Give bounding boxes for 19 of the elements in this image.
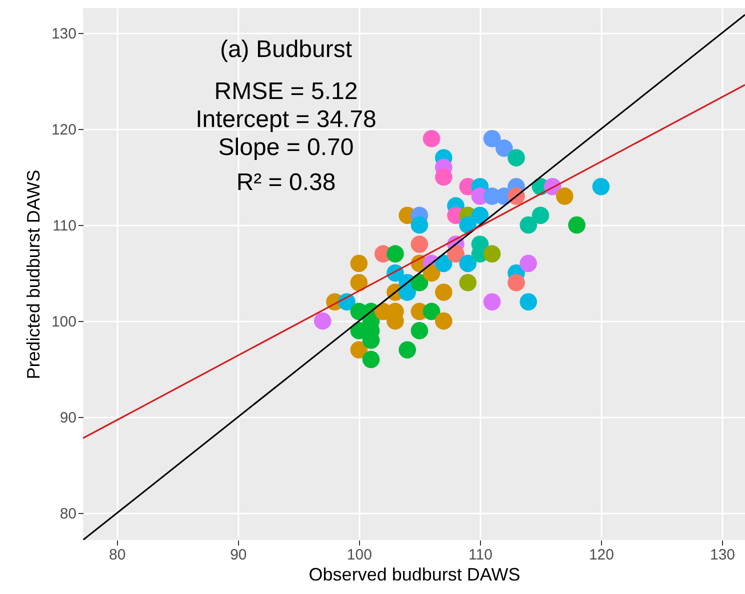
x-tick-label: 100 — [346, 546, 372, 564]
annotation: R² = 0.38 — [236, 169, 336, 196]
y-tick-label: 130 — [51, 25, 76, 42]
x-tick-label: 90 — [230, 546, 247, 564]
y-tick-label: 90 — [60, 410, 76, 427]
annotation: (a) Budburst — [220, 36, 352, 63]
y-tick-label: 100 — [51, 314, 76, 331]
y-tick-label: 110 — [52, 218, 76, 235]
x-axis-title: Observed budburst DAWS — [308, 564, 520, 584]
y-tick-label: 120 — [51, 121, 76, 138]
annotation: Intercept = 34.78 — [196, 106, 376, 133]
x-tick-label: 120 — [588, 546, 614, 564]
annotation: RMSE = 5.12 — [214, 78, 358, 105]
annotation: Slope = 0.70 — [218, 134, 354, 161]
y-axis-title: Predicted budburst DAWS — [23, 170, 44, 380]
x-tick-label: 80 — [109, 546, 126, 564]
x-tick-label: 130 — [710, 546, 736, 564]
y-tick-label: 80 — [60, 506, 76, 523]
x-tick-label: 110 — [468, 546, 492, 564]
